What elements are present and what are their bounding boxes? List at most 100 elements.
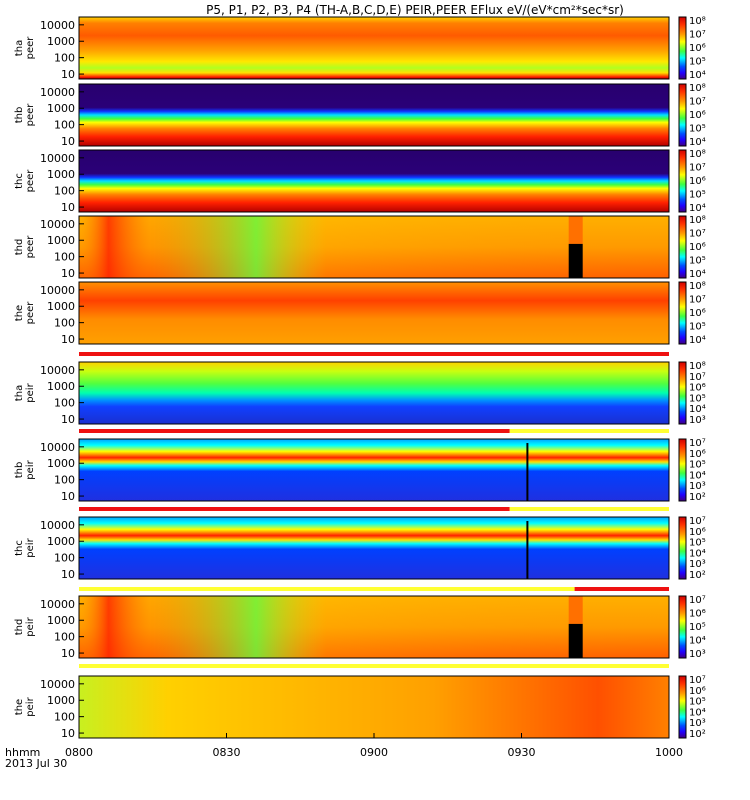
- colorbar-tick-label: 10³: [689, 415, 706, 426]
- colorbar-tick-label: 10⁵: [689, 622, 706, 633]
- y-tick-label: 10: [61, 201, 75, 214]
- x-tick-label: 0930: [508, 746, 536, 759]
- y-tick-label: 10: [61, 333, 75, 346]
- y-tick-label: 100: [54, 552, 75, 565]
- panel-type-label: peir: [25, 537, 36, 557]
- colorbar-tick-label: 10⁴: [689, 636, 706, 647]
- panel-probe-label: tha: [14, 385, 25, 401]
- colorbar: [678, 361, 687, 425]
- y-tick-label: 1000: [47, 234, 75, 247]
- y-tick-label: 1000: [47, 694, 75, 707]
- panel-frame: [78, 16, 670, 80]
- colorbar-tick-label: 10³: [689, 718, 706, 729]
- y-tick-label: 10: [61, 490, 75, 503]
- panel-tha-peer: tha peer 10000 1000 100 10 10⁸ 10⁷ 10⁶ 10⁵ 10⁴: [14, 16, 706, 81]
- colorbar-tick-label: 10⁷: [689, 163, 706, 174]
- x-tick-label: 0830: [213, 746, 241, 759]
- x-tick-label: 0900: [360, 746, 388, 759]
- y-tick-label: 100: [54, 185, 75, 198]
- colorbar-tick-label: 10⁸: [689, 149, 706, 160]
- y-tick-label: 1000: [47, 535, 75, 548]
- y-tick-label: 100: [54, 631, 75, 644]
- colorbar-tick-label: 10⁷: [689, 30, 706, 41]
- spectrogram-area: [79, 439, 669, 501]
- panel-type-label: peir: [25, 382, 36, 402]
- y-tick-label: 10000: [40, 519, 75, 532]
- spectrogram-area: [79, 282, 669, 344]
- y-tick-label: 1000: [47, 102, 75, 115]
- data-gap-upper: [568, 596, 583, 624]
- y-tick-label: 10000: [40, 598, 75, 611]
- colorbar-tick-label: 10⁶: [689, 110, 706, 121]
- colorbar-tick-label: 10⁴: [689, 137, 706, 148]
- time-axis-date: 2013 Jul 30: [5, 757, 67, 770]
- panel-thd-peir: thd peir 10000 1000 100 10 10⁷ 10⁶ 10⁵ 10⁴ 10³: [14, 587, 706, 660]
- mode-bar: [79, 664, 669, 668]
- time-axis: hhmm 2013 Jul 30 0800 0830 0900 0930 1000: [5, 733, 683, 770]
- colorbar-tick-label: 10⁵: [689, 124, 706, 135]
- y-tick-label: 1000: [47, 380, 75, 393]
- colorbar-tick-label: 10⁷: [689, 372, 706, 383]
- colorbar-tick-label: 10⁸: [689, 83, 706, 94]
- colorbar-tick-label: 10⁶: [689, 176, 706, 187]
- panel-frame: [78, 361, 670, 425]
- figure-title: P5, P1, P2, P3, P4 (TH-A,B,C,D,E) PEIR,P…: [206, 3, 624, 17]
- panel-type-label: peer: [25, 169, 36, 193]
- colorbar-tick-label: 10⁸: [689, 281, 706, 292]
- colorbar-tick-label: 10⁷: [689, 97, 706, 108]
- panel-type-label: peer: [25, 301, 36, 325]
- colorbar-tick-label: 10⁶: [689, 449, 706, 460]
- panel-type-label: peir: [25, 616, 36, 636]
- panel-thd-peer: thd peer 10000 1000 100 10 10⁸ 10⁷ 10⁶ 10⁵ 10⁴: [14, 215, 706, 280]
- mode-bar: [79, 507, 510, 511]
- colorbar-tick-label: 10⁶: [689, 43, 706, 54]
- y-tick-label: 10000: [40, 86, 75, 99]
- y-tick-label: 10000: [40, 218, 75, 231]
- spectrogram-area: [79, 84, 669, 146]
- colorbar-tick-label: 10⁷: [689, 516, 706, 527]
- panel-probe-label: thb: [14, 107, 25, 124]
- spectrogram-area: [79, 517, 669, 579]
- y-tick-label: 1000: [47, 168, 75, 181]
- colorbar-tick-label: 10⁵: [689, 57, 706, 68]
- colorbar-tick-label: 10⁴: [689, 404, 706, 415]
- colorbar-tick-label: 10⁴: [689, 269, 706, 280]
- colorbar-tick-label: 10⁶: [689, 308, 706, 319]
- y-tick-label: 10000: [40, 441, 75, 454]
- y-tick-label: 10000: [40, 19, 75, 32]
- panel-frame: [78, 215, 670, 279]
- colorbar: [678, 16, 687, 80]
- colorbar-tick-label: 10⁵: [689, 393, 706, 404]
- time-axis-label: hhmm: [5, 746, 40, 759]
- y-tick-label: 10000: [40, 284, 75, 297]
- y-tick-label: 1000: [47, 35, 75, 48]
- colorbar: [678, 83, 687, 147]
- mode-bar: [79, 429, 510, 433]
- colorbar-tick-label: 10⁴: [689, 70, 706, 81]
- colorbar-tick-label: 10⁷: [689, 675, 706, 686]
- panel-the-peer: the peer 10000 1000 100 10 10⁸ 10⁷ 10⁶ 10⁵ 10⁴: [14, 281, 706, 356]
- y-tick-label: 10000: [40, 152, 75, 165]
- colorbar-tick-label: 10⁶: [689, 383, 706, 394]
- colorbar-tick-label: 10²: [689, 570, 706, 581]
- panel-type-label: peir: [25, 459, 36, 479]
- colorbar-tick-label: 10³: [689, 649, 706, 660]
- y-tick-label: 100: [54, 119, 75, 132]
- y-tick-label: 10: [61, 568, 75, 581]
- panel-probe-label: the: [14, 305, 25, 321]
- data-gap: [568, 243, 583, 278]
- mode-bar: [79, 352, 669, 356]
- colorbar-tick-label: 10⁶: [689, 242, 706, 253]
- data-gap-upper: [568, 216, 583, 244]
- panel-frame: [78, 83, 670, 147]
- colorbar: [678, 281, 687, 345]
- colorbar-tick-label: 10⁵: [689, 322, 706, 333]
- panel-type-label: peer: [25, 103, 36, 127]
- colorbar: [678, 149, 687, 213]
- panel-probe-label: tha: [14, 40, 25, 56]
- y-tick-label: 10: [61, 68, 75, 81]
- colorbar-tick-label: 10³: [689, 481, 706, 492]
- colorbar-tick-label: 10⁶: [689, 609, 706, 620]
- y-tick-label: 10: [61, 647, 75, 660]
